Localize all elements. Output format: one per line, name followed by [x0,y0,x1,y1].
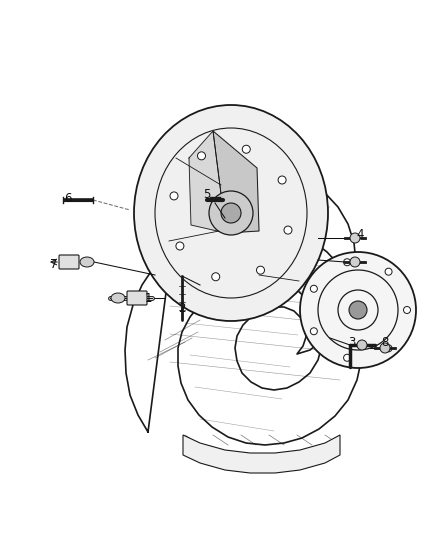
Circle shape [343,354,350,361]
Ellipse shape [134,105,328,321]
Circle shape [349,301,367,319]
Circle shape [212,273,220,281]
Circle shape [242,146,250,154]
Circle shape [357,340,367,350]
Ellipse shape [80,257,94,267]
FancyBboxPatch shape [59,255,79,269]
Text: 2: 2 [178,302,186,314]
Polygon shape [125,167,363,445]
Circle shape [311,328,318,335]
Circle shape [198,152,205,160]
Polygon shape [183,435,340,473]
Ellipse shape [111,293,125,303]
Circle shape [311,285,318,292]
Circle shape [380,343,390,353]
Circle shape [257,266,265,274]
Circle shape [278,176,286,184]
Circle shape [176,242,184,250]
Text: 4: 4 [356,229,364,241]
Circle shape [209,191,253,235]
Polygon shape [213,131,259,233]
FancyBboxPatch shape [127,291,147,305]
Circle shape [350,233,360,243]
Circle shape [300,252,416,368]
Text: 5: 5 [203,189,211,201]
Text: 7: 7 [50,259,58,271]
Circle shape [385,268,392,275]
Polygon shape [189,131,226,233]
Circle shape [221,203,241,223]
Circle shape [350,257,360,267]
Circle shape [284,226,292,234]
Text: 3: 3 [348,335,356,349]
Text: 1: 1 [144,292,152,304]
Circle shape [403,306,410,313]
Circle shape [385,345,392,352]
Text: 8: 8 [381,335,389,349]
Text: 6: 6 [64,191,72,205]
Circle shape [170,192,178,200]
Circle shape [343,259,350,266]
